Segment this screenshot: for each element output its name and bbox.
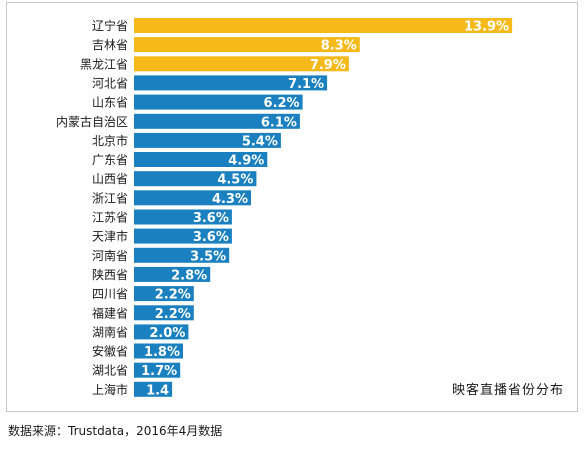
category-label-2: 黑龙江省 xyxy=(80,57,128,71)
category-label-5: 内蒙古自治区 xyxy=(56,114,128,129)
category-label-13: 陕西省 xyxy=(92,267,128,282)
value-label-12: 3.5% xyxy=(190,249,226,264)
category-label-6: 北京市 xyxy=(92,133,128,148)
category-label-9: 浙江省 xyxy=(92,191,128,205)
category-label-4: 山东省 xyxy=(92,96,128,110)
value-label-0: 13.9% xyxy=(464,20,509,35)
bar-1 xyxy=(134,37,360,53)
category-label-14: 四川省 xyxy=(92,287,128,301)
category-label-7: 广东省 xyxy=(92,153,128,167)
value-label-17: 1.8% xyxy=(144,345,180,360)
value-label-16: 2.0% xyxy=(149,326,185,341)
category-label-1: 吉林省 xyxy=(92,38,128,52)
category-label-19: 上海市 xyxy=(92,382,128,397)
category-label-10: 江苏省 xyxy=(92,211,128,225)
bar-19 xyxy=(134,381,173,397)
bar-15 xyxy=(134,305,194,321)
value-label-6: 5.4% xyxy=(242,134,278,149)
bar-18 xyxy=(134,362,181,378)
chart-frame: 辽宁省 13.9% 吉林省 8.3% 黑龙江省 7.9% 河北省 7.1% 山东省 6.2% 内蒙古… xyxy=(6,2,578,412)
bars-layer: 辽宁省 13.9% 吉林省 8.3% 黑龙江省 7.9% 河北省 7.1% 山东省 6.2% 内蒙古… xyxy=(56,18,513,398)
bar-11 xyxy=(134,228,232,244)
bar-chart: 辽宁省 13.9% 吉林省 8.3% 黑龙江省 7.9% 河北省 7.1% 山东省 6.2% 内蒙古… xyxy=(56,18,564,398)
bar-5 xyxy=(134,113,300,129)
bar-6 xyxy=(134,132,281,148)
category-label-15: 福建省 xyxy=(92,305,128,320)
value-label-4: 6.2% xyxy=(264,96,300,111)
category-label-0: 辽宁省 xyxy=(92,18,128,33)
category-label-18: 湖北省 xyxy=(92,363,128,378)
bar-4 xyxy=(134,94,303,110)
bar-17 xyxy=(134,343,183,359)
value-label-14: 2.2% xyxy=(155,288,191,303)
bar-12 xyxy=(134,247,230,263)
category-label-11: 天津市 xyxy=(92,229,128,244)
bar-9 xyxy=(134,190,251,206)
category-label-17: 安徽省 xyxy=(92,344,128,359)
value-label-18: 1.7% xyxy=(141,364,177,379)
bar-8 xyxy=(134,171,257,187)
bar-14 xyxy=(134,286,194,302)
bar-2 xyxy=(134,56,349,72)
category-label-3: 河北省 xyxy=(92,76,128,90)
bar-7 xyxy=(134,152,268,167)
value-label-1: 8.3% xyxy=(321,39,357,54)
bar-3 xyxy=(134,75,328,91)
value-label-2: 7.9% xyxy=(310,58,346,73)
value-label-10: 3.6% xyxy=(193,211,229,226)
category-label-12: 河南省 xyxy=(92,248,128,263)
value-label-5: 6.1% xyxy=(261,115,297,130)
category-label-16: 湖南省 xyxy=(92,324,128,339)
value-label-3: 7.1% xyxy=(288,77,324,92)
value-label-11: 3.6% xyxy=(193,230,229,245)
bar-16 xyxy=(134,324,189,340)
bar-10 xyxy=(134,209,232,225)
bar-13 xyxy=(134,266,211,282)
bar-0 xyxy=(134,18,513,33)
value-label-9: 4.3% xyxy=(212,192,248,207)
value-label-19: 1.4 xyxy=(146,383,169,398)
chart-caption: 映客直播省份分布 xyxy=(452,382,564,398)
value-label-13: 2.8% xyxy=(171,268,207,283)
value-label-15: 2.2% xyxy=(155,307,191,322)
source-note: 数据来源：Trustdata，2016年4月数据 xyxy=(8,424,223,438)
value-label-8: 4.5% xyxy=(217,173,253,188)
value-label-7: 4.9% xyxy=(228,154,264,169)
category-label-8: 山西省 xyxy=(92,172,128,186)
